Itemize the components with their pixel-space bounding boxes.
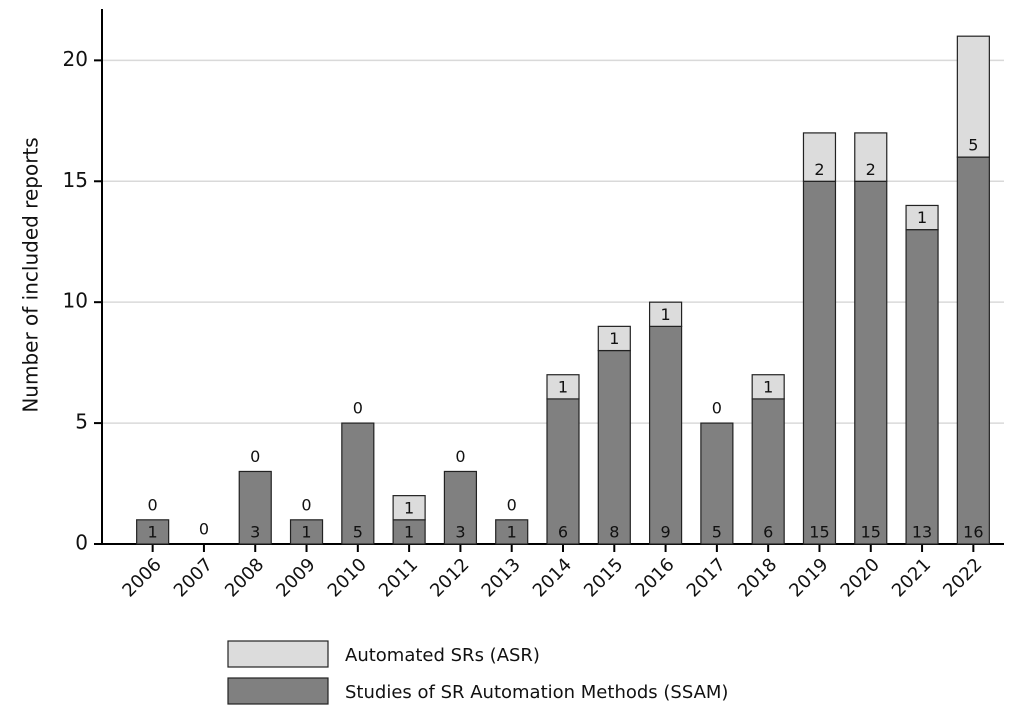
value-label: 0	[455, 447, 465, 466]
value-label: 1	[609, 329, 619, 348]
value-label: 8	[609, 523, 619, 542]
bar-segment	[700, 422, 734, 545]
x-tick-label: 2013	[478, 554, 525, 601]
bar-segment	[597, 325, 631, 352]
bar-segment	[289, 519, 324, 545]
x-tick-label: 2012	[426, 554, 473, 601]
value-label: 1	[404, 523, 414, 542]
value-label: 1	[763, 377, 773, 396]
x-tick-label: 2016	[631, 554, 678, 601]
value-label: 1	[507, 523, 517, 542]
bar-segment	[854, 132, 888, 182]
y-tick-label: 10	[63, 289, 88, 313]
value-label: 5	[353, 523, 363, 542]
x-tick-label: 2022	[939, 554, 986, 601]
legend-swatch	[227, 640, 329, 668]
x-tick-label: 2020	[837, 554, 884, 601]
bar-segment	[597, 349, 631, 545]
bar-segment	[905, 204, 939, 231]
bar-segment	[648, 301, 683, 327]
y-tick-label: 5	[75, 410, 88, 434]
bar-segment	[136, 519, 170, 545]
value-label: 0	[507, 495, 517, 514]
x-tick-label: 2007	[170, 554, 217, 601]
bar-segment	[238, 470, 272, 545]
legend-swatch	[227, 677, 329, 705]
value-label: 1	[558, 377, 568, 396]
bar-segment	[443, 470, 478, 545]
bar-segment	[392, 519, 426, 545]
bar-segment	[392, 495, 426, 521]
value-label: 9	[660, 523, 670, 542]
value-label: 1	[404, 498, 414, 517]
x-tick-label: 2008	[221, 554, 268, 601]
value-label: 3	[250, 523, 260, 542]
bar-segment	[648, 325, 683, 545]
value-label: 15	[809, 523, 829, 542]
bar-segment	[751, 374, 785, 400]
value-label: 16	[963, 523, 983, 542]
bar-segment	[751, 398, 785, 545]
x-tick-label: 2009	[272, 554, 319, 601]
value-label: 6	[763, 523, 773, 542]
value-label: 1	[660, 305, 670, 324]
y-tick-label: 15	[63, 168, 88, 192]
value-label: 1	[148, 523, 158, 542]
bar-segment	[956, 35, 990, 158]
value-label: 5	[968, 136, 978, 155]
legend-label: Automated SRs (ASR)	[345, 645, 540, 666]
bar-segment	[495, 519, 529, 545]
value-label: 0	[250, 447, 260, 466]
value-label: 1	[301, 523, 311, 542]
value-label: 15	[861, 523, 881, 542]
legend-label: Studies of SR Automation Methods (SSAM)	[345, 682, 728, 703]
x-tick-label: 2018	[734, 554, 781, 601]
x-tick-label: 2014	[529, 554, 576, 601]
value-label: 0	[712, 399, 722, 418]
x-tick-label: 2019	[785, 554, 832, 601]
x-tick-label: 2010	[324, 554, 371, 601]
value-label: 0	[301, 495, 311, 514]
y-tick-label: 0	[75, 531, 88, 555]
x-tick-label: 2006	[118, 554, 165, 601]
x-tick-label: 2021	[888, 554, 935, 601]
bar-segment	[341, 422, 375, 545]
value-label: 13	[912, 523, 932, 542]
value-label: 0	[148, 495, 158, 514]
x-tick-label: 2017	[683, 554, 730, 601]
bar-segment	[802, 180, 837, 545]
value-label: 0	[353, 399, 363, 418]
value-label: 5	[712, 523, 722, 542]
bar-segment	[546, 374, 580, 400]
value-label: 1	[917, 208, 927, 227]
x-tick-label: 2011	[375, 554, 422, 601]
value-label: 0	[199, 520, 209, 539]
bar-segment	[802, 132, 837, 182]
value-label: 2	[814, 160, 824, 179]
y-axis-label: Number of included reports	[19, 137, 43, 412]
bar-segment	[854, 180, 888, 545]
x-tick-label: 2015	[580, 554, 627, 601]
value-label: 3	[455, 523, 465, 542]
y-tick-label: 20	[63, 47, 88, 71]
bar-segment	[905, 229, 939, 545]
bar-segment	[956, 156, 990, 545]
bar-segment	[546, 398, 580, 545]
value-label: 6	[558, 523, 568, 542]
value-label: 2	[866, 160, 876, 179]
